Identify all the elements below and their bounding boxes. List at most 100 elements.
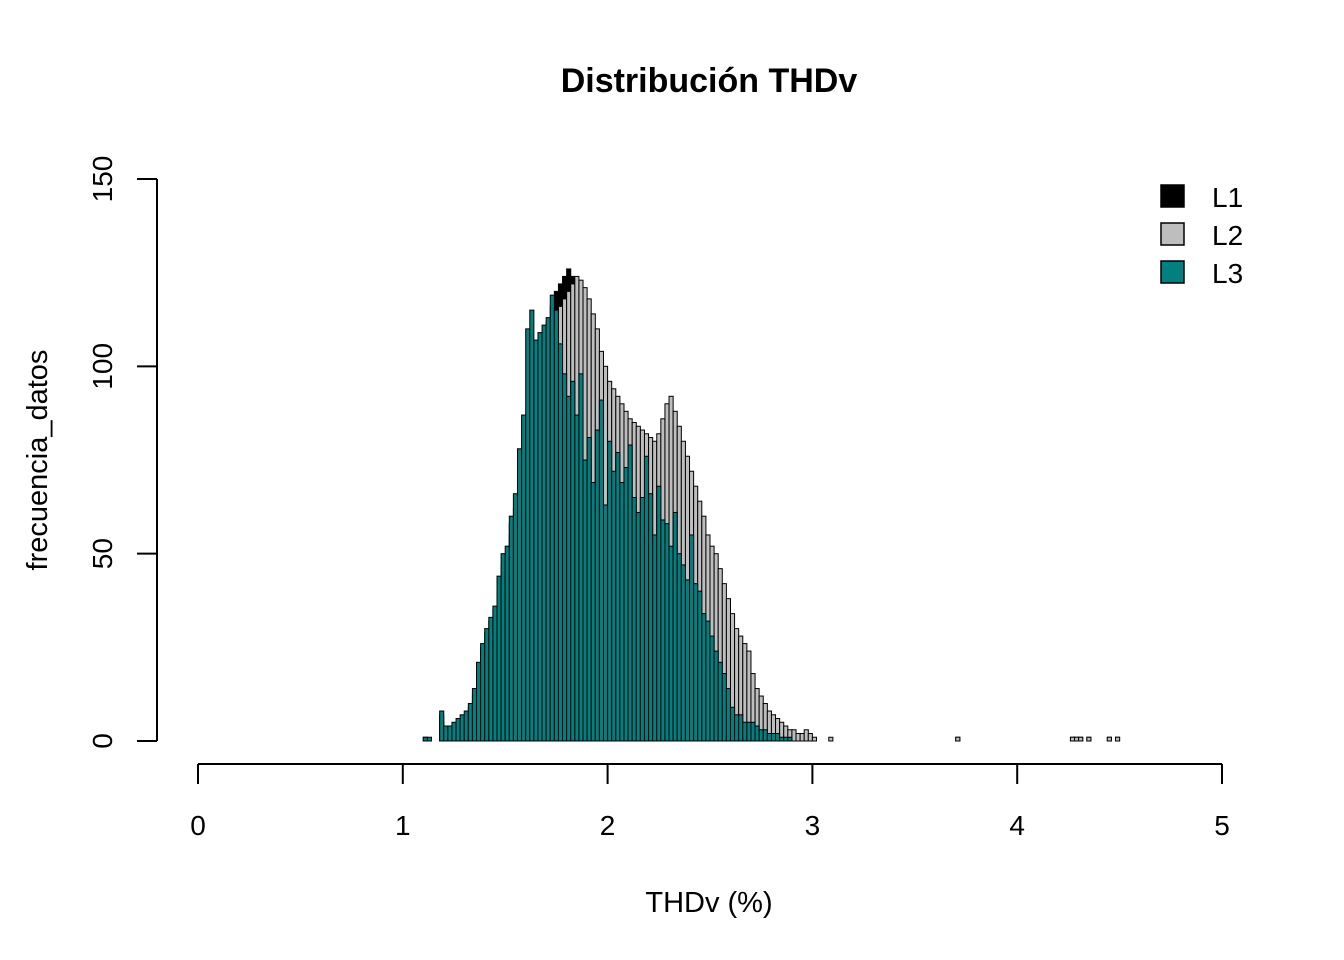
bar-L3 [783,736,789,742]
bar-L3 [607,440,613,742]
bar-L3 [725,688,731,742]
bar-L3 [676,553,682,742]
bar-L3 [439,710,445,742]
bar-L3 [512,493,518,742]
bar-L2 [828,736,834,742]
bar-L2 [795,733,801,742]
legend-label-L2: L2 [1212,220,1243,251]
bar-L3 [459,714,465,742]
bar-L3 [471,688,478,742]
bar-L3 [451,721,457,742]
bar-L3 [639,496,645,742]
bar-L3 [525,328,531,742]
bar-L3 [443,725,449,742]
bar-L3 [549,294,555,742]
bar-L3 [709,635,715,742]
bar-L3 [643,455,650,742]
bar-L3 [476,661,482,742]
bar-L3 [754,725,760,742]
y-tick-label: 100 [87,343,118,390]
bar-L2 [811,736,818,742]
x-axis: 0 1 2 3 4 5 [190,763,1230,841]
bar-L2 [803,729,809,742]
bar-L3 [537,332,543,742]
bar-L3 [516,448,523,742]
x-axis-label: THDv (%) [645,887,772,919]
legend-swatch-L1 [1160,184,1185,208]
bar-L3 [648,493,654,742]
bar-L3 [701,613,707,742]
bar-L3 [672,511,678,742]
bar-L3 [598,399,605,742]
y-tick-label: 50 [87,538,118,569]
bar-outlier-L2 [1115,736,1121,742]
bar-L3 [426,736,432,742]
bar-L3 [508,515,514,742]
bar-L3 [623,466,629,742]
bar-L3 [447,725,453,742]
bar-L3 [578,373,584,742]
bar-L3 [496,575,502,742]
bar-L3 [422,736,428,742]
bar-L3 [705,620,711,742]
bar-L3 [594,429,600,742]
bar-outlier-L2 [1078,736,1084,742]
y-tick-label: 150 [87,156,118,203]
x-tick-label: 4 [1009,810,1025,841]
bar-L3 [631,496,637,742]
bar-L3 [717,661,723,742]
bar-L3 [533,339,539,742]
bar-L3 [713,650,719,742]
bar-L3 [500,553,506,742]
bar-L3 [680,564,686,742]
bar-L3 [545,317,551,742]
bar-L3 [586,437,592,742]
bar-outlier-L2 [1074,736,1080,742]
bar-L3 [521,414,527,742]
bar-L3 [779,736,785,742]
bar-L3 [660,519,666,742]
bar-L3 [566,395,572,742]
bar-L3 [603,504,609,742]
y-axis-label: frecuencia_datos [22,350,54,571]
bar-L3 [697,590,703,742]
bar-L3 [467,703,473,742]
bar-L3 [770,733,777,742]
bar-L3 [619,481,625,742]
bar-L3 [553,309,559,742]
bar-L3 [480,643,486,742]
bar-L3 [729,706,736,742]
bar-L3 [627,444,633,742]
bar-L2 [799,733,805,742]
bar-L3 [664,523,670,742]
bar-L3 [787,736,793,742]
bar-L3 [750,721,756,742]
bar-L3 [492,605,498,742]
bar-L3 [529,309,535,742]
bar-L3 [582,459,588,742]
bar-outlier-L2 [955,736,961,742]
legend-swatch-L3 [1160,260,1185,284]
y-tick-label: 0 [87,733,118,749]
series-L3 [422,294,793,742]
bar-L3 [635,511,641,742]
legend: L1 L2 L3 [1160,182,1243,289]
bar-outlier-L2 [1069,736,1076,742]
bar-L3 [455,718,461,742]
bar-L3 [541,324,547,742]
bar-L3 [762,729,768,742]
legend-swatch-L2 [1160,222,1185,246]
bar-L3 [652,534,658,742]
bar-L3 [684,579,691,742]
bar-L3 [504,545,510,742]
x-tick-label: 0 [190,810,206,841]
bar-L3 [615,452,621,742]
bar-L3 [562,373,568,742]
bar-outlier-L2 [1086,736,1092,742]
y-axis: 0 50 100 150 [87,156,158,749]
bars-layer [422,268,1121,742]
bar-L3 [557,343,564,742]
bar-L3 [574,414,580,742]
bar-L2 [807,733,813,742]
bar-L3 [488,616,494,742]
